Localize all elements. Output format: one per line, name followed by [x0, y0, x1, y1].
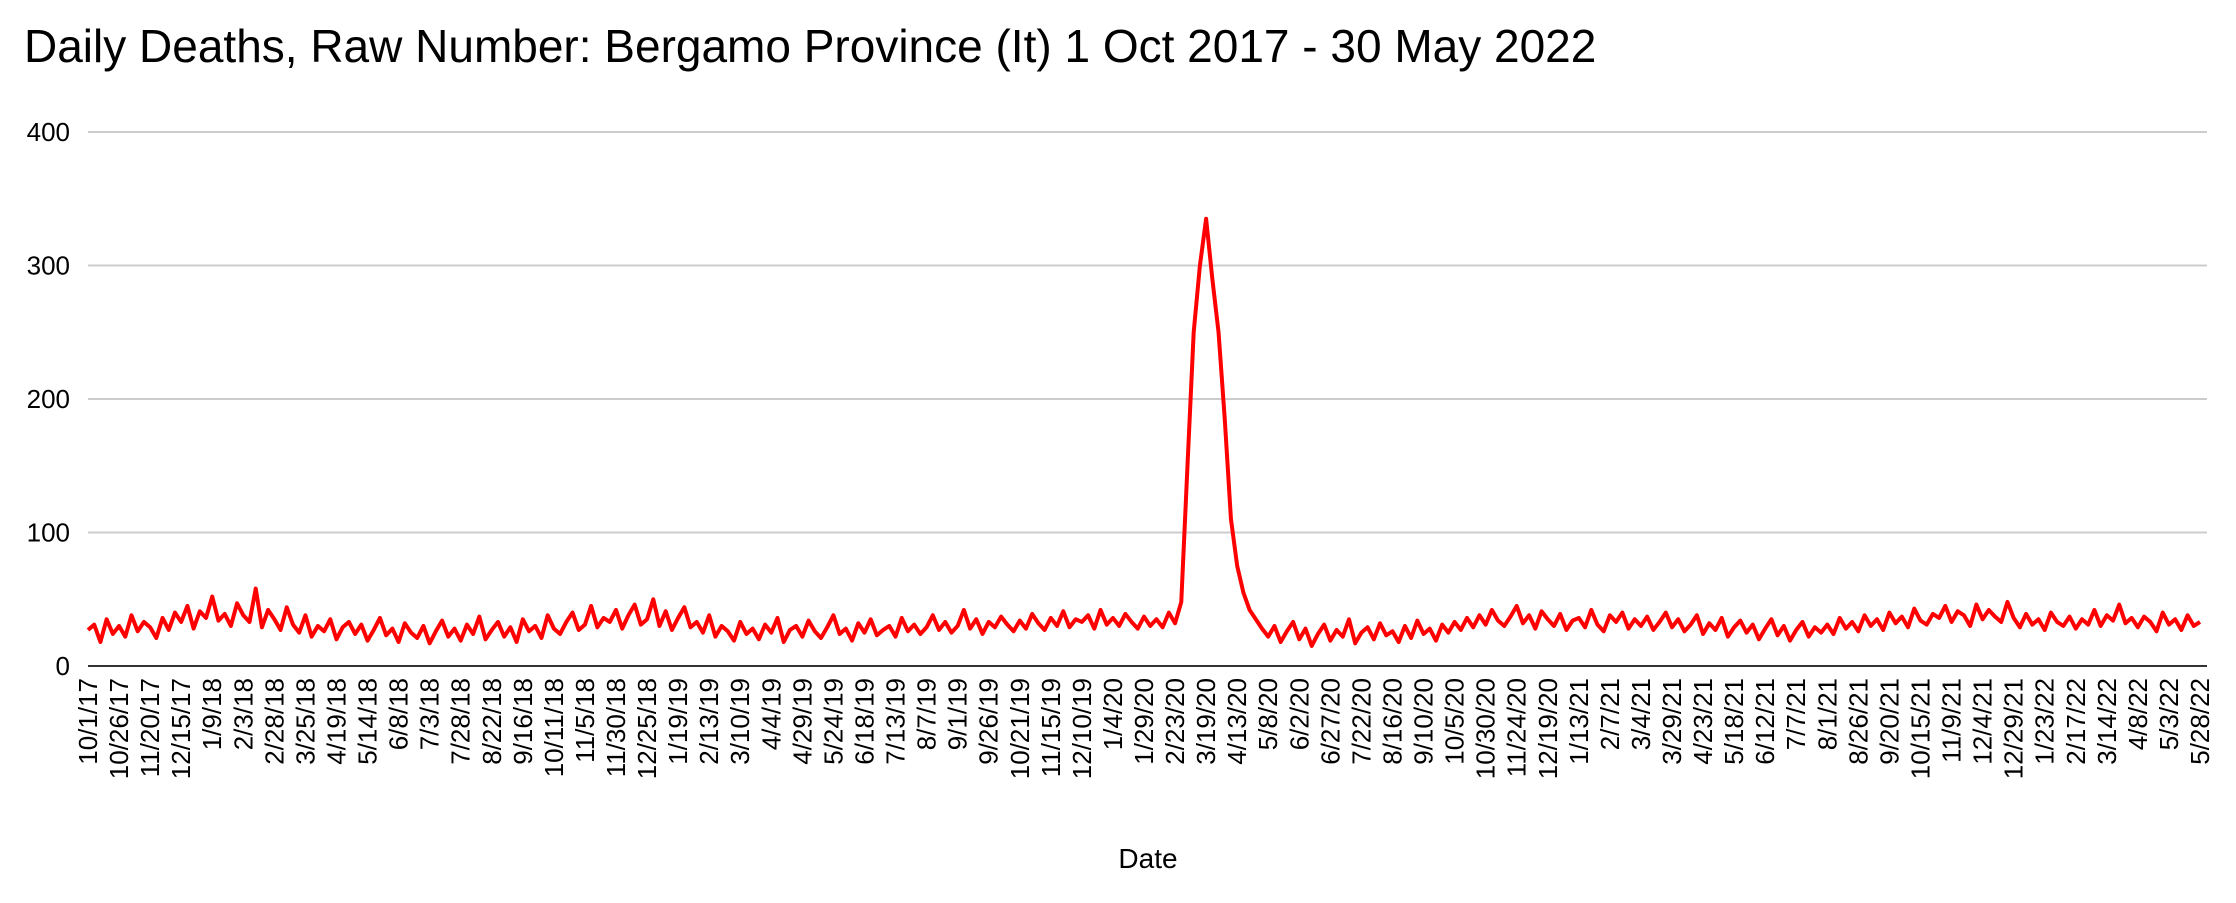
x-tick-label: 10/1/17: [73, 678, 103, 765]
x-tick-label: 12/10/19: [1067, 678, 1097, 779]
x-tick-label: 5/28/22: [2185, 678, 2215, 765]
x-tick-label: 6/18/19: [849, 678, 879, 765]
x-tick-label: 2/17/22: [2061, 678, 2091, 765]
x-tick-label: 3/14/22: [2092, 678, 2122, 765]
x-tick-label: 11/20/17: [135, 678, 165, 777]
x-tick-label: 6/2/20: [1284, 678, 1314, 750]
y-tick-label: 0: [56, 651, 70, 681]
x-tick-label: 4/8/22: [2123, 678, 2153, 750]
x-tick-label: 4/23/21: [1688, 678, 1718, 765]
x-tick-label: 9/16/18: [508, 678, 538, 765]
x-axis-label: Date: [1118, 843, 1177, 874]
x-tick-label: 1/4/20: [1098, 678, 1128, 750]
x-tick-label: 7/22/20: [1346, 678, 1376, 765]
x-tick-label: 8/1/21: [1812, 678, 1842, 750]
x-tick-label: 8/26/21: [1843, 678, 1873, 765]
x-tick-label: 6/8/18: [384, 678, 414, 750]
x-tick-label: 11/15/19: [1036, 678, 1066, 777]
x-tick-label: 1/19/19: [663, 678, 693, 765]
x-tick-label: 12/25/18: [632, 678, 662, 779]
x-tick-label: 8/22/18: [477, 678, 507, 765]
x-tick-label: 8/7/19: [912, 678, 942, 750]
x-tick-label: 1/13/21: [1564, 678, 1594, 765]
x-tick-label: 2/23/20: [1160, 678, 1190, 765]
x-tick-label: 12/4/21: [1968, 678, 1998, 765]
x-tick-label: 1/9/18: [197, 678, 227, 750]
x-tick-label: 5/8/20: [1253, 678, 1283, 750]
x-tick-label: 12/15/17: [166, 678, 196, 779]
x-tick-label: 8/16/20: [1377, 678, 1407, 765]
x-tick-label: 10/11/18: [539, 678, 569, 777]
x-tick-label: 3/10/19: [725, 678, 755, 765]
x-tick-label: 7/28/18: [446, 678, 476, 765]
y-tick-label: 400: [27, 117, 70, 147]
x-tick-label: 7/7/21: [1781, 678, 1811, 750]
x-tick-label: 10/5/20: [1440, 678, 1470, 765]
x-tick-label: 4/13/20: [1222, 678, 1252, 765]
x-tick-label: 5/14/18: [353, 678, 383, 765]
x-tick-label: 9/10/20: [1409, 678, 1439, 765]
x-tick-label: 9/1/19: [943, 678, 973, 750]
x-tick-label: 3/19/20: [1191, 678, 1221, 765]
x-tick-label: 9/20/21: [1874, 678, 1904, 765]
x-tick-label: 11/24/20: [1502, 678, 1532, 777]
x-tick-label: 2/13/19: [694, 678, 724, 765]
x-tick-label: 10/30/20: [1471, 678, 1501, 779]
x-tick-label: 12/29/21: [1999, 678, 2029, 779]
x-tick-label: 5/3/22: [2154, 678, 2184, 750]
x-tick-label: 9/26/19: [974, 678, 1004, 765]
x-tick-label: 3/25/18: [290, 678, 320, 765]
x-tick-label: 10/26/17: [104, 678, 134, 779]
y-tick-label: 300: [27, 251, 70, 281]
x-tick-label: 11/9/21: [1937, 678, 1967, 763]
x-tick-label: 4/19/18: [321, 678, 351, 765]
x-tick-label: 3/29/21: [1657, 678, 1687, 765]
x-tick-label: 10/21/19: [1005, 678, 1035, 779]
x-tick-label: 11/5/18: [570, 678, 600, 763]
x-tick-label: 3/4/21: [1626, 678, 1656, 750]
x-tick-label: 1/29/20: [1129, 678, 1159, 765]
x-tick-label: 5/24/19: [818, 678, 848, 765]
y-tick-label: 200: [27, 384, 70, 414]
x-tick-label: 5/18/21: [1719, 678, 1749, 765]
x-tick-label: 6/27/20: [1315, 678, 1345, 765]
x-tick-label: 2/3/18: [228, 678, 258, 750]
y-tick-label: 100: [27, 518, 70, 548]
x-tick-label: 2/28/18: [259, 678, 289, 765]
x-tick-label: 10/15/21: [1905, 678, 1935, 779]
chart-title: Daily Deaths, Raw Number: Bergamo Provin…: [24, 20, 1596, 72]
data-line: [86, 216, 2202, 648]
x-tick-label: 7/13/19: [881, 678, 911, 765]
x-tick-label: 4/29/19: [787, 678, 817, 765]
x-tick-label: 4/4/19: [756, 678, 786, 750]
x-tick-label: 12/19/20: [1533, 678, 1563, 779]
x-tick-label: 7/3/18: [415, 678, 445, 750]
x-tick-label: 6/12/21: [1750, 678, 1780, 765]
x-tick-label: 2/7/21: [1595, 678, 1625, 750]
x-tick-label: 11/30/18: [601, 678, 631, 777]
x-tick-label: 1/23/22: [2030, 678, 2060, 765]
